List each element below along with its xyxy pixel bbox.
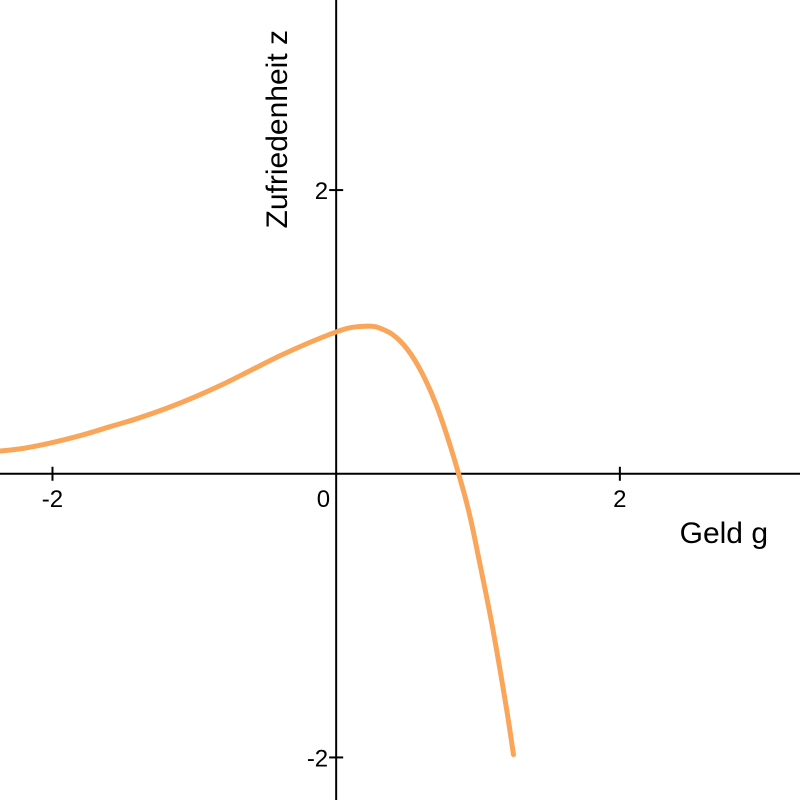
y-axis-label: Zufriedenheit z xyxy=(261,30,294,228)
x-tick-label: 2 xyxy=(613,486,626,513)
origin-tick-label: 0 xyxy=(317,486,330,513)
x-axis-label: Geld g xyxy=(680,517,768,550)
x-tick-label: -2 xyxy=(42,486,63,513)
axis-labels: 0 Geld g Zufriedenheit z xyxy=(261,30,768,550)
series-line xyxy=(0,323,516,758)
ticks: -2 2 -2 2 xyxy=(42,178,627,772)
y-tick-label: -2 xyxy=(307,745,328,772)
y-tick-label: 2 xyxy=(315,178,328,205)
series xyxy=(0,323,516,758)
